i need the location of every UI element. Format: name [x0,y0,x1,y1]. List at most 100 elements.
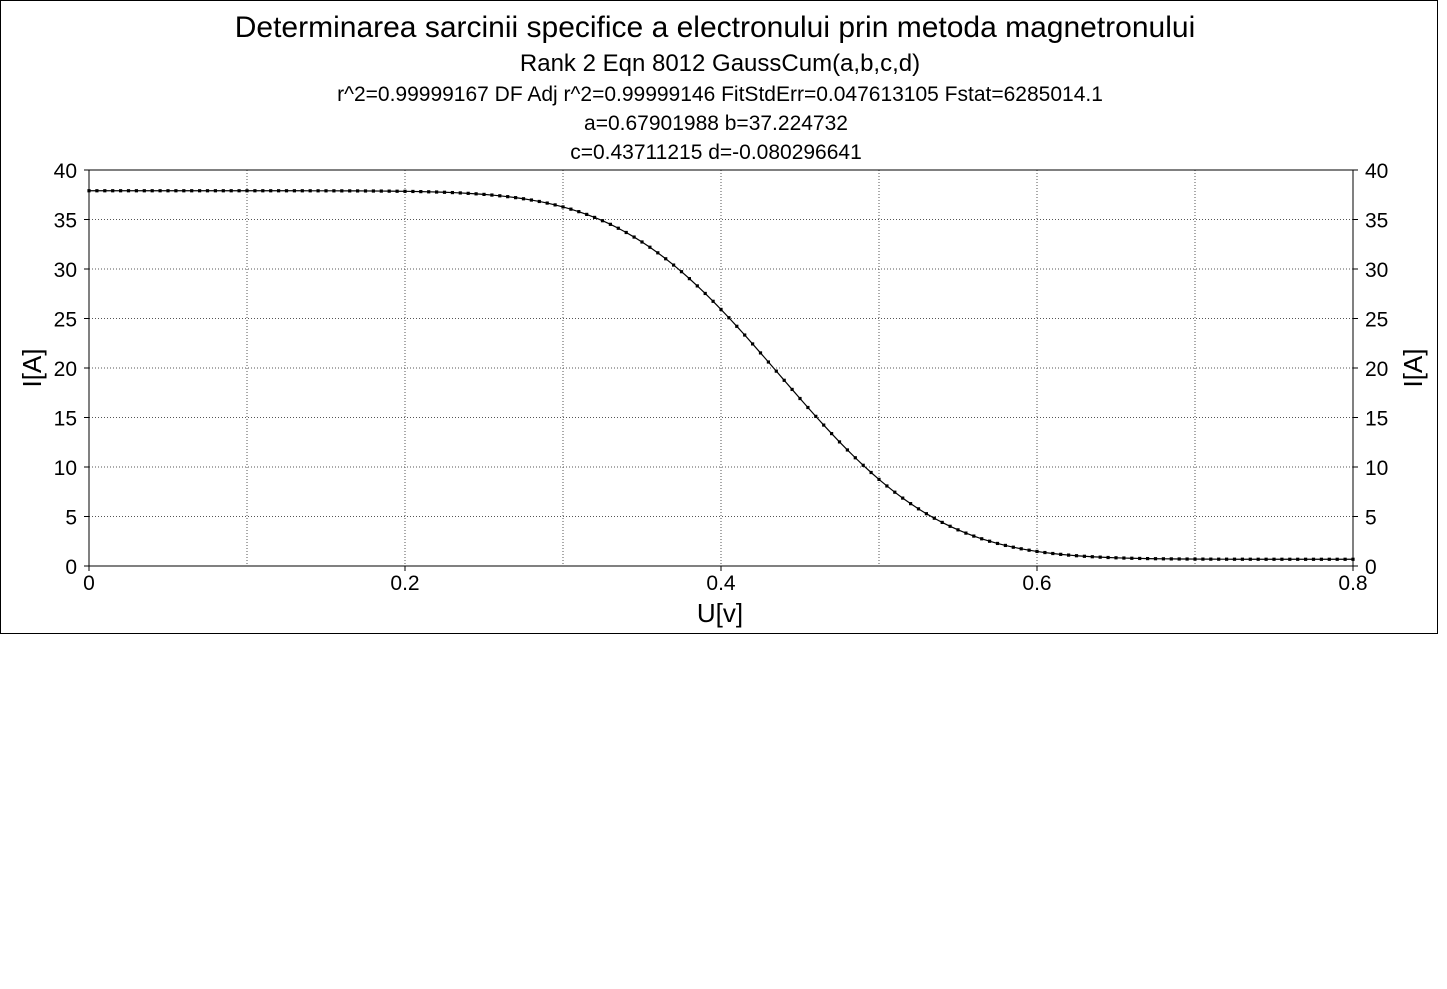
data-point-marker [774,369,778,373]
data-point-marker [1232,557,1237,561]
y-tick-label-right: 5 [1365,507,1377,530]
series-layer [87,189,1355,561]
data-point-marker [608,222,612,226]
x-tick-label: 0 [83,572,95,595]
data-point-marker [845,448,849,452]
data-point-marker [695,284,699,288]
data-point-marker [1090,555,1094,559]
y-tick-label-left: 15 [54,408,77,431]
data-point-marker [869,470,873,475]
x-tick-label: 0.6 [1022,572,1051,595]
data-point-marker [822,423,826,427]
data-point-marker [1067,553,1071,557]
fit-stats-line: r^2=0.99999167 DF Adj r^2=0.99999146 Fit… [337,83,1103,106]
data-point-marker [158,189,162,193]
fit-params-line-2: c=0.43711215 d=-0.080296641 [570,141,862,164]
data-point-marker [1272,557,1276,561]
data-point-marker [632,235,636,239]
y-tick-label-left: 40 [54,160,77,183]
axis-ticks [84,169,1358,571]
data-point-marker [1153,557,1158,561]
data-point-marker [134,189,138,193]
data-point-marker [743,333,747,337]
data-point-marker [261,189,265,193]
y-tick-label-left: 25 [54,309,77,332]
data-point-marker [348,189,352,193]
y-tick-label-right: 30 [1365,259,1388,282]
data-point-marker [284,189,289,193]
data-point-marker [190,189,194,193]
data-point-marker [1240,557,1244,561]
y-tick-label-right: 20 [1365,358,1388,381]
data-point-marker [1217,557,1221,561]
y-tick-label-right: 10 [1365,457,1388,480]
data-point-marker [593,215,597,220]
data-point-marker [798,396,802,401]
data-point-marker [300,189,304,193]
data-point-marker [727,316,731,320]
data-point-marker [498,194,502,198]
y-axis-label-left: I[A] [17,348,47,387]
data-point-marker [1264,557,1268,561]
data-point-marker [537,199,541,204]
data-point-marker [972,534,976,538]
data-point-marker [924,512,928,516]
data-point-marker [1193,557,1197,561]
data-point-marker [111,189,115,193]
data-point-marker [363,189,368,193]
y-tick-label-left: 20 [54,358,77,381]
data-point-marker [648,245,652,249]
data-point-marker [1248,557,1252,561]
data-point-marker [119,189,123,193]
data-point-marker [751,342,755,346]
data-point-marker [1343,557,1347,561]
data-point-marker [711,299,715,303]
data-point-marker [514,196,518,200]
data-point-marker [1027,548,1031,552]
data-point-marker [245,189,249,193]
data-point-marker [885,484,889,488]
data-point-marker [174,189,178,193]
data-point-marker [1059,552,1063,556]
data-point-marker [909,502,913,506]
data-point-marker [371,189,375,193]
data-point-marker [332,189,336,193]
data-point-marker [995,541,1000,546]
data-point-marker [553,203,557,207]
x-tick-labels: 0 0.2 0.4 0.6 0.8 [83,572,1367,595]
data-point-marker [766,360,770,364]
data-point-marker [1201,557,1205,561]
data-point-marker [356,189,360,193]
y-tick-label-right: 15 [1365,408,1388,431]
data-point-marker [988,539,992,543]
y-tick-label-right: 25 [1365,309,1388,332]
data-point-marker [521,197,526,201]
data-point-marker [1225,557,1229,561]
y-tick-label-left: 35 [54,210,77,233]
data-point-marker [1114,556,1118,560]
y-tick-label-left: 30 [54,259,77,282]
data-point-marker [150,189,154,193]
y-tick-labels-left: 0 5 10 15 20 25 30 35 40 [54,160,77,579]
y-axis-label-right: I[A] [1398,348,1428,387]
data-point-marker [126,189,131,193]
data-point-marker [932,516,936,520]
data-point-marker [790,387,794,392]
data-point-marker [672,263,676,267]
data-point-marker [411,189,415,194]
data-point-marker [837,440,842,444]
data-point-marker [506,195,510,199]
data-point-marker [569,207,573,211]
data-point-marker [656,251,660,255]
data-point-marker [466,191,470,195]
data-point-marker [1106,555,1110,560]
data-point-marker [735,324,739,328]
data-point-marker [87,189,91,193]
data-point-marker [166,189,170,193]
data-point-marker [1335,557,1339,561]
data-point-marker [561,205,565,209]
data-point-marker [956,528,960,532]
data-point-marker [419,190,423,194]
data-point-marker [435,190,439,194]
chart-title: Determinarea sarcinii specifice a electr… [235,11,1195,44]
